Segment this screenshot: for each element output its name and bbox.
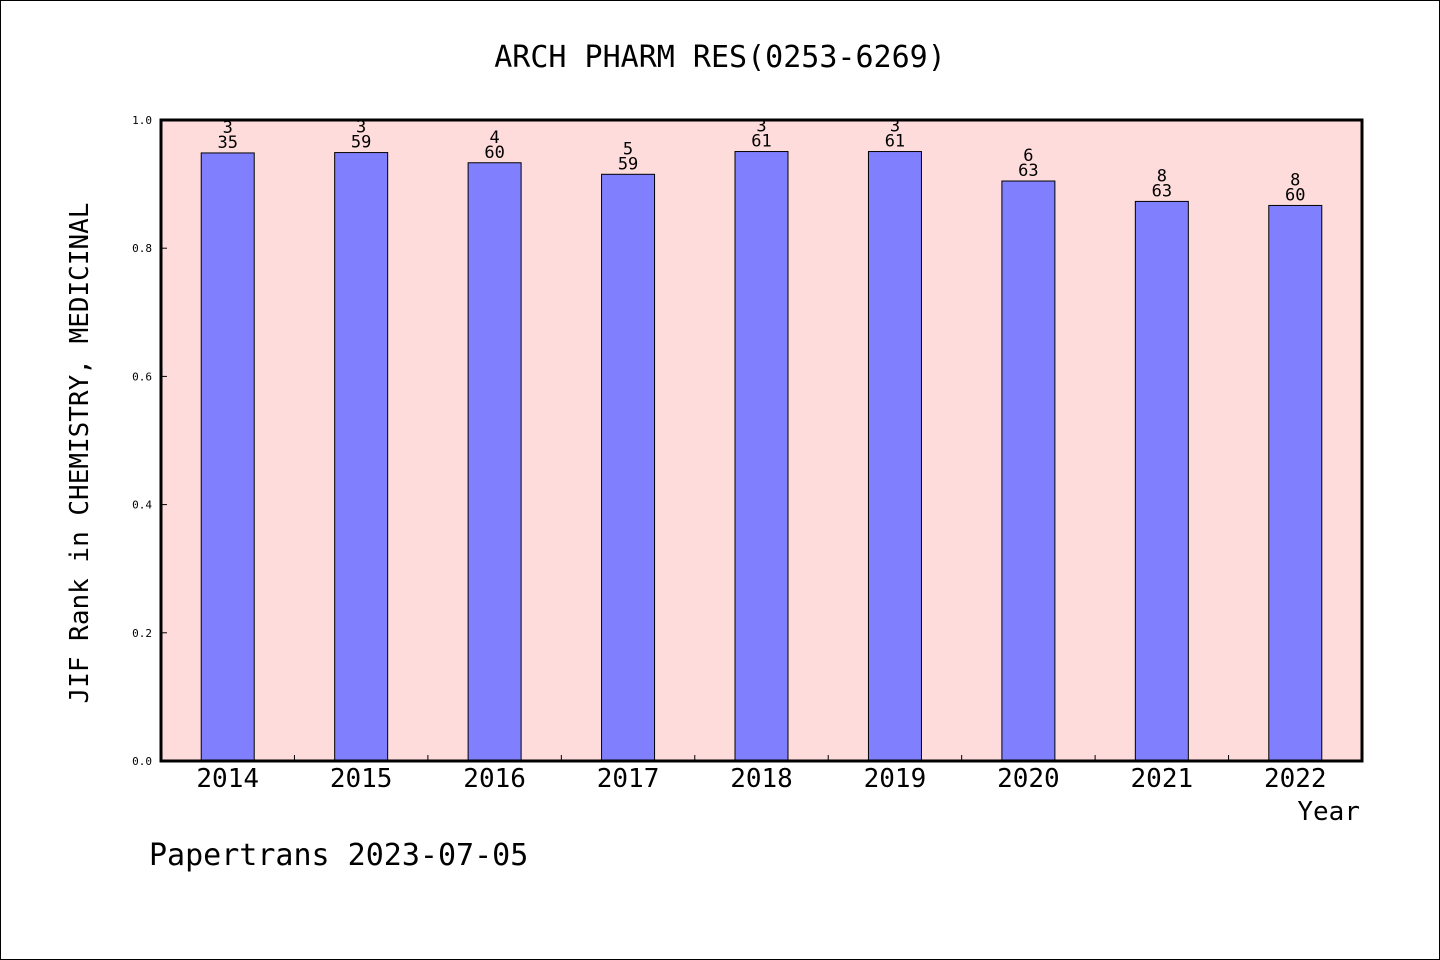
bar-total-label: 60 bbox=[484, 143, 504, 163]
x-axis-ticks: 2014 2015 2016 2017 2018 2019 2020 2021 2022 bbox=[196, 755, 1327, 794]
x-tick-label: 2019 bbox=[864, 764, 927, 794]
bar-rank-label: 6 bbox=[1023, 146, 1033, 166]
bar-rank-label: 3 bbox=[756, 117, 766, 137]
bar-rank-label: 3 bbox=[223, 118, 233, 138]
bar-rank-label: 4 bbox=[489, 128, 499, 148]
bar-rank-label: 8 bbox=[1290, 170, 1300, 190]
bar bbox=[334, 152, 389, 762]
bar bbox=[867, 151, 922, 762]
x-tick-label: 2016 bbox=[463, 764, 526, 794]
bar-total-label: 61 bbox=[885, 132, 905, 152]
x-tick-label: 2020 bbox=[997, 764, 1060, 794]
bar-rank-label: 3 bbox=[890, 117, 900, 137]
plot-border bbox=[159, 118, 1364, 763]
bar-rank-label: 5 bbox=[623, 139, 633, 159]
x-axis-label: Year bbox=[1297, 797, 1360, 827]
x-tick-label: 2014 bbox=[196, 764, 259, 794]
bar-total-label: 63 bbox=[1018, 161, 1038, 181]
bar-rank-label: 3 bbox=[356, 118, 366, 138]
x-tick-label: 2021 bbox=[1131, 764, 1194, 794]
bar bbox=[1001, 180, 1056, 762]
chart-title: ARCH PHARM RES(0253-6269) bbox=[494, 40, 946, 75]
y-tick-label: 0.4 bbox=[132, 499, 152, 512]
y-tick-label: 0.6 bbox=[132, 370, 152, 383]
y-tick-label: 0.0 bbox=[132, 755, 152, 768]
y-tick-label: 1.0 bbox=[132, 114, 152, 127]
bar bbox=[601, 173, 656, 762]
footer-text: Papertrans 2023-07-05 bbox=[149, 838, 528, 873]
bar-total-label: 59 bbox=[351, 133, 371, 153]
y-tick-label: 0.2 bbox=[132, 627, 152, 640]
bar bbox=[200, 152, 255, 762]
bar-total-label: 59 bbox=[618, 154, 638, 174]
bar-total-label: 63 bbox=[1152, 181, 1172, 201]
x-tick-label: 2015 bbox=[330, 764, 393, 794]
bar bbox=[1134, 200, 1189, 762]
y-axis-label: JIF Rank in CHEMISTRY, MEDICINAL bbox=[65, 203, 95, 704]
bar-total-label: 61 bbox=[751, 132, 771, 152]
bar bbox=[1268, 204, 1323, 762]
bar bbox=[734, 151, 789, 762]
x-tick-label: 2022 bbox=[1264, 764, 1327, 794]
x-tick-label: 2018 bbox=[730, 764, 793, 794]
bar bbox=[467, 162, 522, 762]
y-axis-ticks: 0.0 0.2 0.4 0.6 0.8 1.0 bbox=[132, 114, 167, 768]
y-tick-label: 0.8 bbox=[132, 242, 152, 255]
bar-total-label: 60 bbox=[1285, 185, 1305, 205]
bar-total-label: 35 bbox=[217, 133, 237, 153]
bar-rank-label: 8 bbox=[1157, 166, 1167, 186]
x-tick-label: 2017 bbox=[597, 764, 660, 794]
